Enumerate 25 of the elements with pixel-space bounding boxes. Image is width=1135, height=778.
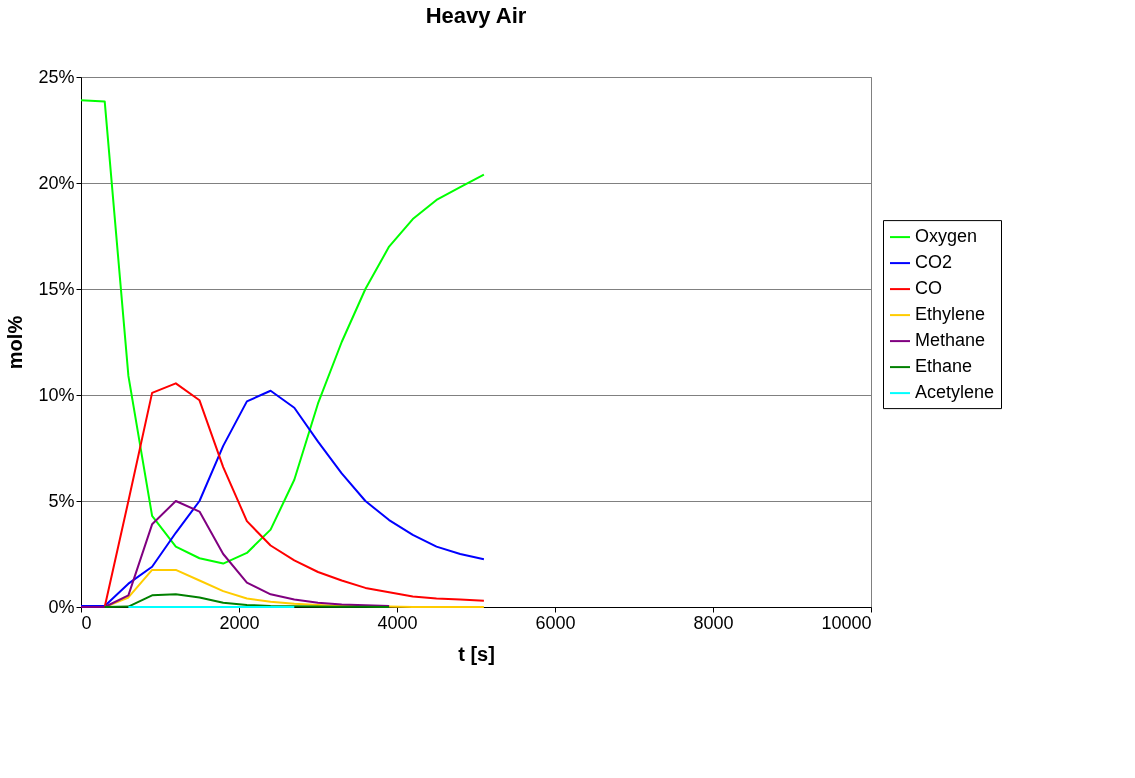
- line-series: [80, 99, 485, 565]
- chart-title: Heavy Air: [425, 3, 527, 28]
- x-tick-label: 6000: [535, 612, 576, 633]
- x-axis-title: t [s]: [458, 642, 495, 665]
- legend-label: CO2: [915, 252, 953, 273]
- legend-label: Ethylene: [915, 304, 986, 325]
- x-tick-label: 8000: [693, 612, 734, 633]
- x-tick-label: 0: [81, 612, 92, 633]
- legend-label: Acetylene: [915, 382, 995, 403]
- y-tick-label: 0%: [48, 596, 75, 617]
- y-tick-label: 5%: [48, 490, 75, 511]
- legend-label: Oxygen: [915, 226, 978, 247]
- y-tick-label: 10%: [38, 384, 75, 405]
- line-series: [103, 593, 391, 608]
- y-axis-title: mol%: [4, 315, 27, 370]
- x-tick-label: 4000: [377, 612, 418, 633]
- legend-label: Methane: [915, 330, 986, 351]
- line-series: [80, 500, 391, 608]
- x-tick-label: 10000: [821, 612, 872, 633]
- y-tick-label: 15%: [38, 278, 75, 299]
- legend-label: CO: [915, 278, 942, 299]
- y-tick-label: 20%: [38, 172, 75, 193]
- x-tick-label: 2000: [219, 612, 260, 633]
- y-tick-label: 25%: [38, 66, 75, 87]
- legend-label: Ethane: [915, 356, 973, 377]
